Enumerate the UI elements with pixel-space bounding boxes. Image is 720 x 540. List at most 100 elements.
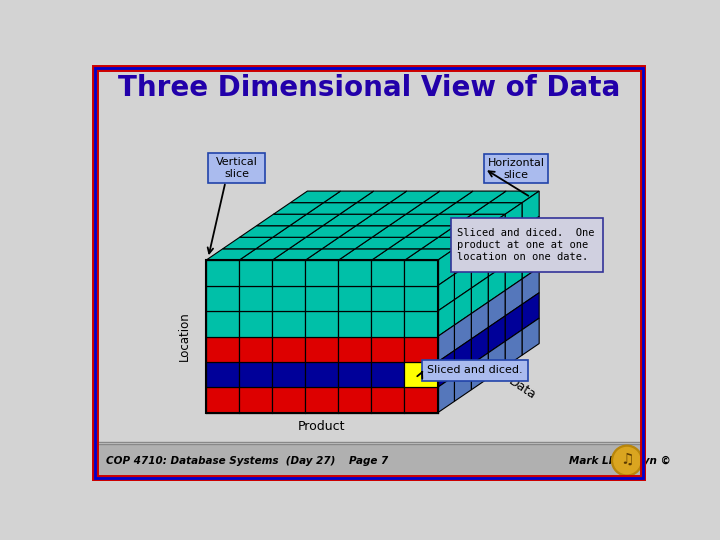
Text: Horizontal
slice: Horizontal slice	[487, 158, 544, 179]
Text: Vertical
slice: Vertical slice	[215, 157, 258, 179]
Polygon shape	[206, 286, 239, 311]
Polygon shape	[322, 237, 372, 249]
Polygon shape	[454, 339, 472, 376]
Polygon shape	[438, 226, 488, 237]
Polygon shape	[240, 226, 289, 237]
Polygon shape	[305, 286, 338, 311]
Polygon shape	[239, 260, 272, 286]
Polygon shape	[272, 260, 305, 286]
Polygon shape	[290, 191, 341, 202]
Polygon shape	[421, 237, 472, 249]
Polygon shape	[222, 237, 273, 249]
Polygon shape	[356, 191, 407, 202]
Polygon shape	[239, 286, 272, 311]
Text: Three Dimensional View of Data: Three Dimensional View of Data	[118, 74, 620, 102]
Polygon shape	[272, 387, 305, 413]
Polygon shape	[488, 341, 505, 378]
Polygon shape	[305, 336, 338, 362]
Polygon shape	[505, 228, 522, 265]
Polygon shape	[305, 311, 338, 336]
Polygon shape	[454, 288, 472, 325]
Polygon shape	[338, 249, 388, 260]
Polygon shape	[239, 387, 272, 413]
Polygon shape	[505, 202, 522, 240]
Polygon shape	[405, 249, 454, 260]
Polygon shape	[372, 249, 421, 260]
Polygon shape	[522, 318, 539, 355]
Polygon shape	[306, 226, 356, 237]
Polygon shape	[472, 226, 488, 262]
Polygon shape	[338, 260, 372, 286]
Polygon shape	[422, 214, 472, 226]
Polygon shape	[372, 362, 405, 387]
Polygon shape	[472, 353, 488, 390]
Polygon shape	[522, 191, 539, 228]
Polygon shape	[438, 325, 454, 362]
Polygon shape	[472, 202, 522, 214]
Text: Location: Location	[178, 312, 191, 361]
Polygon shape	[438, 350, 454, 387]
Polygon shape	[405, 286, 438, 311]
FancyBboxPatch shape	[208, 153, 265, 183]
Polygon shape	[438, 300, 454, 336]
Polygon shape	[206, 260, 239, 286]
Polygon shape	[505, 279, 522, 316]
Polygon shape	[340, 202, 390, 214]
Polygon shape	[305, 249, 355, 260]
Polygon shape	[355, 237, 405, 249]
Polygon shape	[439, 202, 489, 214]
Polygon shape	[423, 191, 473, 202]
Circle shape	[611, 445, 642, 476]
Polygon shape	[289, 237, 339, 249]
Polygon shape	[388, 237, 438, 249]
Polygon shape	[405, 260, 438, 286]
Polygon shape	[438, 376, 454, 413]
Polygon shape	[307, 202, 356, 214]
Polygon shape	[390, 191, 440, 202]
Polygon shape	[488, 316, 505, 353]
FancyBboxPatch shape	[484, 154, 549, 184]
Polygon shape	[206, 311, 239, 336]
Polygon shape	[289, 214, 340, 226]
Polygon shape	[472, 276, 488, 314]
Bar	[206, 260, 438, 413]
Polygon shape	[372, 387, 405, 413]
Polygon shape	[356, 214, 406, 226]
Polygon shape	[256, 237, 306, 249]
Polygon shape	[454, 314, 472, 350]
Polygon shape	[339, 226, 389, 237]
Text: Sliced and diced.: Sliced and diced.	[427, 366, 523, 375]
Polygon shape	[206, 249, 256, 260]
Polygon shape	[272, 286, 305, 311]
Text: Sliced and diced.  One
product at one at one
location on one date.: Sliced and diced. One product at one at …	[456, 228, 594, 261]
Polygon shape	[522, 217, 539, 253]
Polygon shape	[472, 327, 488, 365]
Polygon shape	[405, 387, 438, 413]
Polygon shape	[522, 267, 539, 304]
Polygon shape	[338, 311, 372, 336]
Polygon shape	[489, 191, 539, 202]
Polygon shape	[372, 226, 422, 237]
Text: Data: Data	[506, 374, 539, 402]
Polygon shape	[305, 362, 338, 387]
Polygon shape	[323, 191, 374, 202]
Polygon shape	[272, 362, 305, 387]
Polygon shape	[256, 214, 307, 226]
Polygon shape	[372, 286, 405, 311]
Polygon shape	[272, 249, 322, 260]
Polygon shape	[239, 362, 272, 387]
Polygon shape	[438, 249, 454, 286]
Polygon shape	[389, 214, 439, 226]
Circle shape	[614, 448, 640, 474]
Polygon shape	[522, 242, 539, 279]
Text: Mark Llewellyn ©: Mark Llewellyn ©	[570, 456, 671, 465]
Polygon shape	[488, 291, 505, 327]
Polygon shape	[405, 311, 438, 336]
Polygon shape	[405, 226, 455, 237]
Text: ♫: ♫	[620, 451, 634, 467]
Polygon shape	[405, 362, 438, 387]
Polygon shape	[338, 336, 372, 362]
Polygon shape	[305, 260, 338, 286]
Polygon shape	[472, 251, 488, 288]
Polygon shape	[272, 336, 305, 362]
